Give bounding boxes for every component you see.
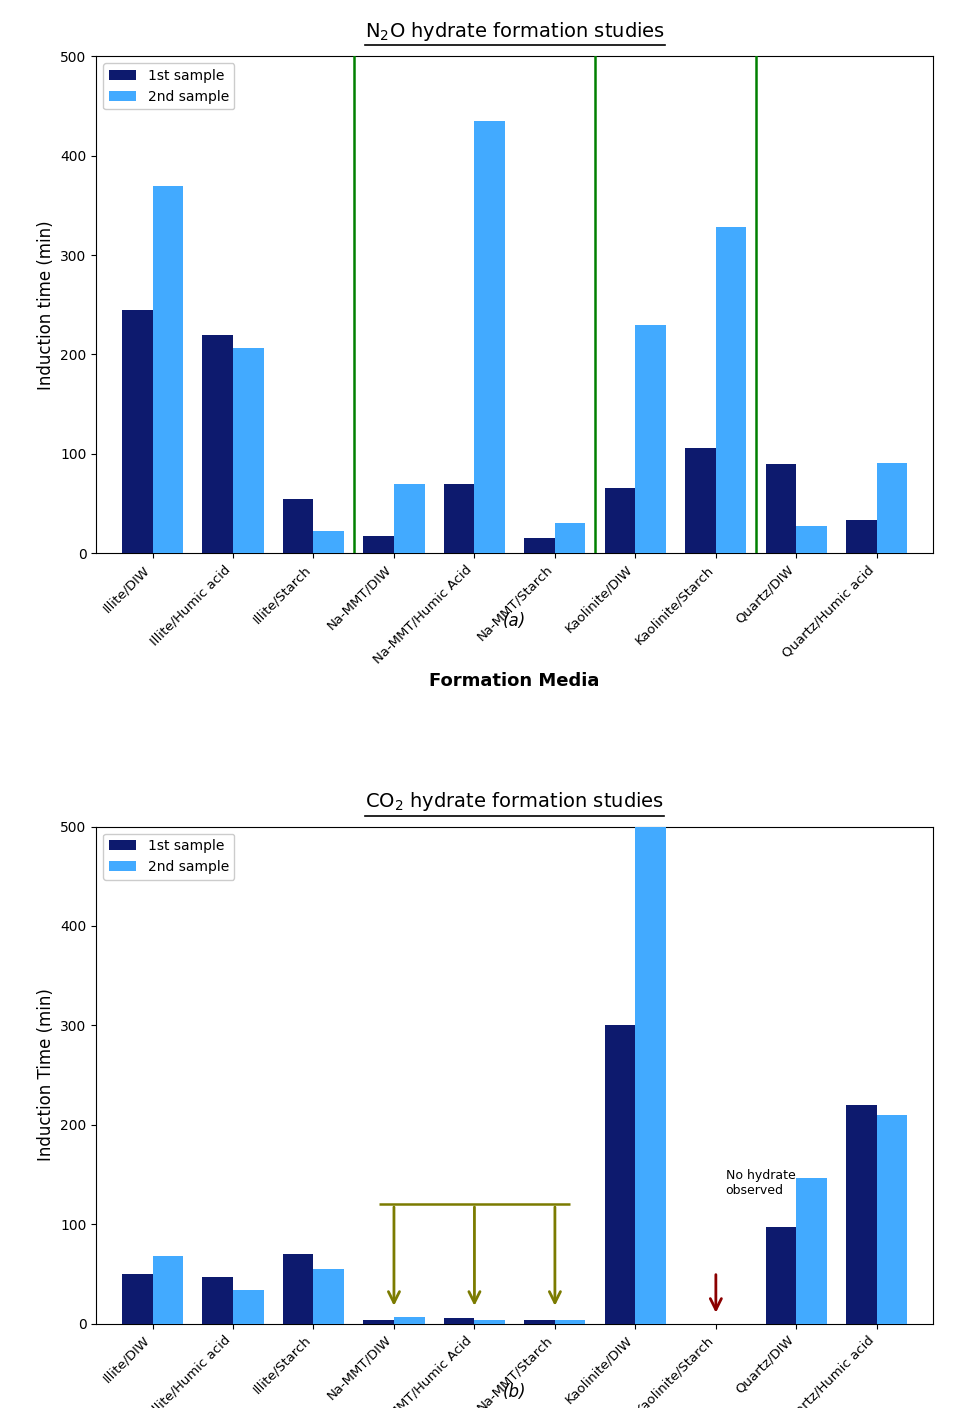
Y-axis label: Induction Time (min): Induction Time (min) bbox=[37, 988, 55, 1162]
Bar bbox=[604, 1025, 634, 1324]
Bar bbox=[153, 1256, 183, 1324]
Bar bbox=[684, 448, 715, 553]
Bar bbox=[554, 1319, 585, 1324]
Bar bbox=[524, 1319, 554, 1324]
Bar bbox=[524, 538, 554, 553]
Bar bbox=[443, 1318, 474, 1324]
Legend: 1st sample, 2nd sample: 1st sample, 2nd sample bbox=[103, 63, 234, 110]
Bar bbox=[313, 531, 344, 553]
Bar bbox=[394, 484, 424, 553]
Bar bbox=[202, 335, 233, 553]
Bar bbox=[634, 325, 665, 553]
Bar bbox=[846, 1105, 875, 1324]
Bar bbox=[233, 348, 263, 553]
Bar bbox=[153, 186, 183, 553]
Bar bbox=[875, 463, 906, 553]
Text: No hydrate
observed: No hydrate observed bbox=[725, 1170, 795, 1197]
Bar bbox=[122, 310, 153, 553]
Legend: 1st sample, 2nd sample: 1st sample, 2nd sample bbox=[103, 834, 234, 880]
Bar bbox=[474, 1319, 505, 1324]
Bar bbox=[283, 1255, 313, 1324]
Bar bbox=[202, 1277, 233, 1324]
Bar bbox=[122, 1274, 153, 1324]
Bar bbox=[604, 487, 634, 553]
Bar bbox=[875, 1115, 906, 1324]
Bar bbox=[846, 521, 875, 553]
X-axis label: Formation Media: Formation Media bbox=[429, 672, 600, 690]
Bar bbox=[394, 1316, 424, 1324]
Bar bbox=[443, 484, 474, 553]
Bar bbox=[283, 498, 313, 553]
Bar bbox=[554, 524, 585, 553]
Bar bbox=[313, 1269, 344, 1324]
Bar bbox=[765, 463, 796, 553]
Title: CO$_2$ hydrate formation studies: CO$_2$ hydrate formation studies bbox=[365, 790, 663, 814]
Bar bbox=[634, 826, 665, 1324]
Title: N$_2$O hydrate formation studies: N$_2$O hydrate formation studies bbox=[364, 20, 664, 42]
Bar bbox=[474, 121, 505, 553]
Bar bbox=[233, 1290, 263, 1324]
Bar bbox=[765, 1228, 796, 1324]
Bar bbox=[796, 527, 826, 553]
Y-axis label: Induction time (min): Induction time (min) bbox=[37, 220, 55, 390]
Bar bbox=[715, 227, 746, 553]
Text: (a): (a) bbox=[503, 612, 526, 631]
Bar bbox=[363, 1319, 394, 1324]
Bar bbox=[363, 536, 394, 553]
Text: (b): (b) bbox=[503, 1383, 526, 1401]
Bar bbox=[796, 1178, 826, 1324]
